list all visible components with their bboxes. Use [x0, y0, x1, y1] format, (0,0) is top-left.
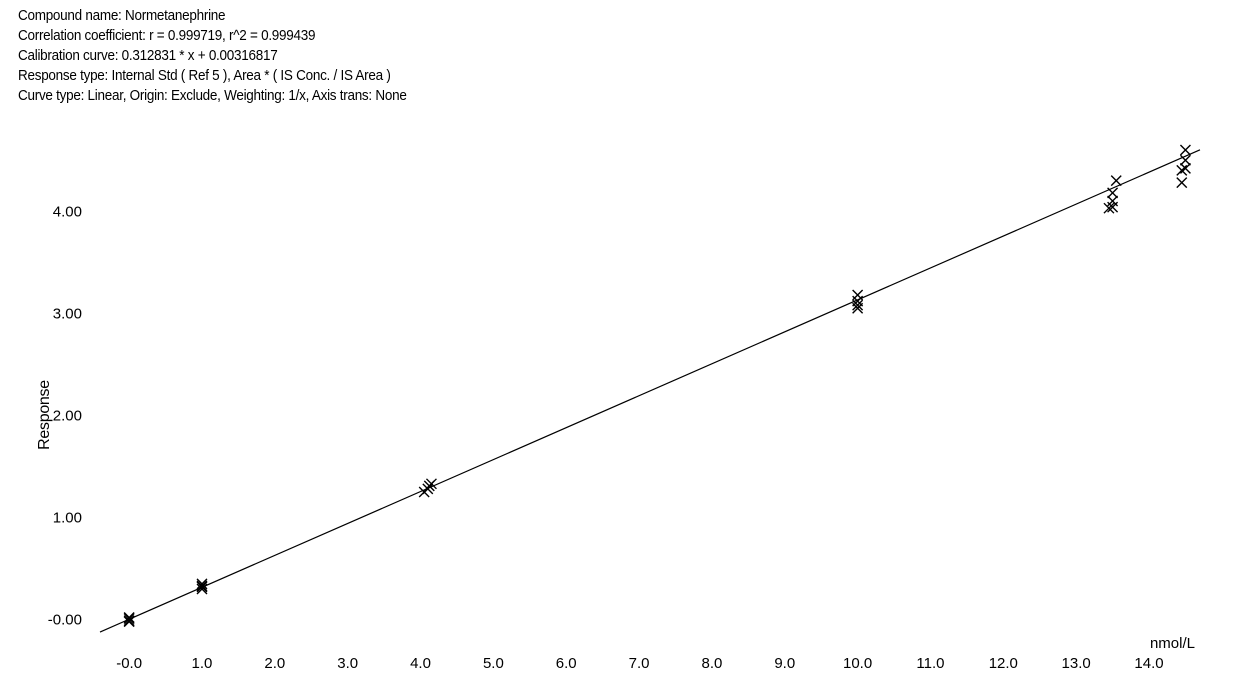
data-point — [853, 290, 863, 300]
header-line-correlation: Correlation coefficient: r = 0.999719, r… — [18, 26, 407, 46]
x-tick-label: 10.0 — [843, 655, 872, 672]
x-tick-label: 1.0 — [192, 655, 213, 672]
x-unit-label: nmol/L — [1150, 635, 1195, 652]
header-line-compound: Compound name: Normetanephrine — [18, 6, 407, 26]
page-root: Compound name: Normetanephrine Correlati… — [0, 0, 1240, 700]
x-tick-label: 3.0 — [337, 655, 358, 672]
x-tick-label: 14.0 — [1134, 655, 1163, 672]
x-tick-label: -0.0 — [116, 655, 142, 672]
header-line-response-type: Response type: Internal Std ( Ref 5 ), A… — [18, 66, 407, 86]
header-line-calibration: Calibration curve: 0.312831 * x + 0.0031… — [18, 46, 407, 66]
calibration-chart: -0.00 1.00 2.00 3.00 4.00 -0.0 1.0 2.0 3.0 4.0 5.0… — [0, 130, 1240, 700]
data-point — [1111, 176, 1121, 186]
x-tick-label: 7.0 — [629, 655, 650, 672]
scatter-points — [124, 145, 1190, 627]
y-tick-label: 1.00 — [53, 510, 82, 527]
data-point — [1180, 163, 1190, 173]
x-tick-label: 13.0 — [1062, 655, 1091, 672]
y-tick-label: 3.00 — [53, 305, 82, 322]
y-tick-label: 2.00 — [53, 407, 82, 424]
x-tick-label: 8.0 — [701, 655, 722, 672]
fit-line — [100, 150, 1200, 632]
x-tick-label: 2.0 — [264, 655, 285, 672]
y-tick-label: -0.00 — [48, 612, 82, 629]
y-axis-label: Response — [36, 380, 54, 450]
header-block: Compound name: Normetanephrine Correlati… — [18, 6, 407, 106]
x-tick-label: 11.0 — [916, 655, 944, 672]
data-point — [423, 484, 433, 494]
x-tick-label: 5.0 — [483, 655, 504, 672]
y-tick-label: 4.00 — [53, 203, 82, 220]
data-point — [1177, 165, 1187, 175]
x-tick-label: 12.0 — [989, 655, 1018, 672]
header-line-curve-type: Curve type: Linear, Origin: Exclude, Wei… — [18, 86, 407, 106]
x-tick-label: 9.0 — [774, 655, 795, 672]
chart-container: Response -0.00 1.00 2.00 3.00 4.00 -0.0 1.0 2.0… — [0, 130, 1240, 700]
data-point — [1177, 178, 1187, 188]
data-point — [1108, 188, 1118, 198]
x-tick-label: 6.0 — [556, 655, 577, 672]
data-point — [1180, 145, 1190, 155]
x-tick-label: 4.0 — [410, 655, 431, 672]
